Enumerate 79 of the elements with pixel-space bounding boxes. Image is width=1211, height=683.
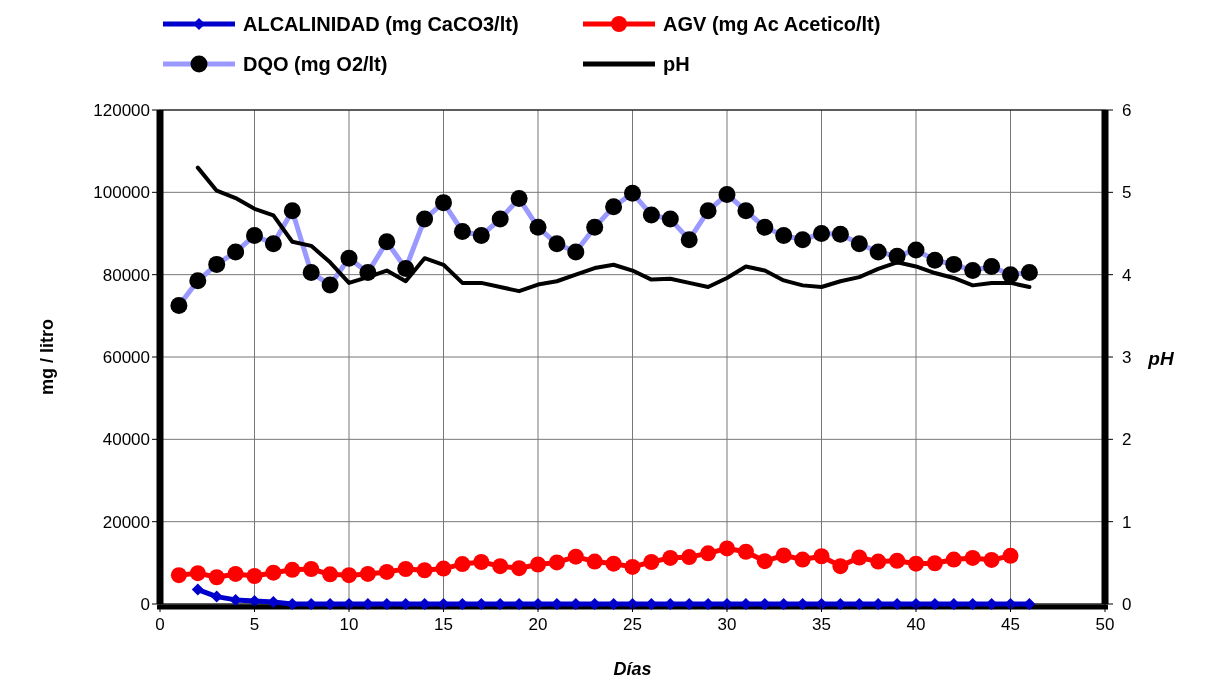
point — [548, 554, 565, 571]
y2-tick-label: 6 — [1122, 101, 1132, 120]
point — [227, 565, 244, 582]
x-tick-label: 5 — [249, 615, 260, 634]
point — [359, 565, 376, 582]
x-tick-label: 35 — [812, 615, 831, 634]
x-axis-title: Días — [613, 659, 652, 679]
point — [662, 549, 679, 566]
y-tick-label: 60000 — [102, 348, 150, 367]
y2-tick-label: 5 — [1122, 183, 1132, 203]
point — [737, 543, 754, 560]
point — [435, 560, 452, 577]
point — [700, 545, 717, 562]
point — [189, 565, 206, 582]
point — [473, 554, 490, 571]
y2-tick-label: 3 — [1122, 348, 1132, 367]
x-tick-label: 10 — [339, 615, 359, 634]
legend-label: pH — [663, 53, 690, 75]
point — [567, 548, 584, 565]
point — [643, 554, 660, 571]
point — [530, 556, 546, 573]
point — [397, 561, 414, 578]
point — [624, 558, 641, 575]
point — [775, 547, 792, 564]
point — [870, 553, 887, 570]
point — [945, 551, 962, 568]
y-tick-label: 40000 — [102, 430, 150, 450]
point — [756, 553, 773, 570]
point — [208, 569, 225, 586]
point — [908, 555, 924, 572]
legend-label: AGV (mg Ac Acetico/lt) — [663, 13, 881, 35]
point — [191, 583, 204, 596]
x-tick-label: 50 — [1095, 615, 1115, 634]
point — [832, 558, 849, 575]
x-tick-label: 40 — [906, 615, 926, 634]
point — [983, 551, 1000, 568]
x-tick-label: 45 — [1001, 615, 1020, 634]
point — [322, 566, 339, 583]
point — [605, 555, 622, 572]
line-series — [195, 165, 1032, 294]
legend-label: DQO (mg O2/lt) — [243, 53, 388, 75]
point — [851, 549, 868, 566]
y2-axis-title: pH — [1147, 348, 1175, 369]
y2-tick-label: 0 — [1122, 595, 1132, 614]
point — [492, 558, 509, 575]
point — [303, 561, 320, 578]
point — [416, 562, 433, 579]
point — [170, 567, 187, 584]
y-tick-label: 0 — [140, 595, 150, 614]
point — [265, 564, 282, 581]
point — [511, 560, 528, 577]
y-tick-label: 80000 — [102, 265, 150, 285]
point — [964, 549, 981, 566]
y2-tick-label: 1 — [1122, 512, 1132, 532]
x-tick-label: 20 — [528, 615, 548, 634]
point — [586, 553, 603, 570]
y2-tick-label: 2 — [1122, 430, 1132, 450]
y2-tick-label: 4 — [1122, 265, 1132, 285]
point — [926, 555, 943, 572]
point — [341, 567, 357, 584]
point — [378, 563, 395, 580]
x-tick-label: 15 — [434, 615, 453, 634]
point — [889, 552, 906, 569]
point — [681, 549, 698, 566]
point — [813, 548, 830, 565]
point — [246, 568, 263, 585]
legend-label: ALCALINIDAD (mg CaCO3/lt) — [243, 13, 519, 35]
y-tick-label: 20000 — [102, 512, 150, 532]
x-tick-label: 30 — [717, 615, 737, 634]
point — [454, 556, 471, 573]
y-tick-label: 120000 — [93, 101, 150, 120]
y-tick-label: 100000 — [93, 183, 150, 203]
point — [284, 561, 301, 578]
y-axis-title: mg / litro — [37, 319, 57, 395]
point — [794, 551, 811, 568]
point — [719, 540, 735, 557]
x-tick-label: 25 — [623, 615, 642, 634]
x-tick-label: 0 — [155, 615, 165, 634]
point — [1002, 547, 1019, 564]
